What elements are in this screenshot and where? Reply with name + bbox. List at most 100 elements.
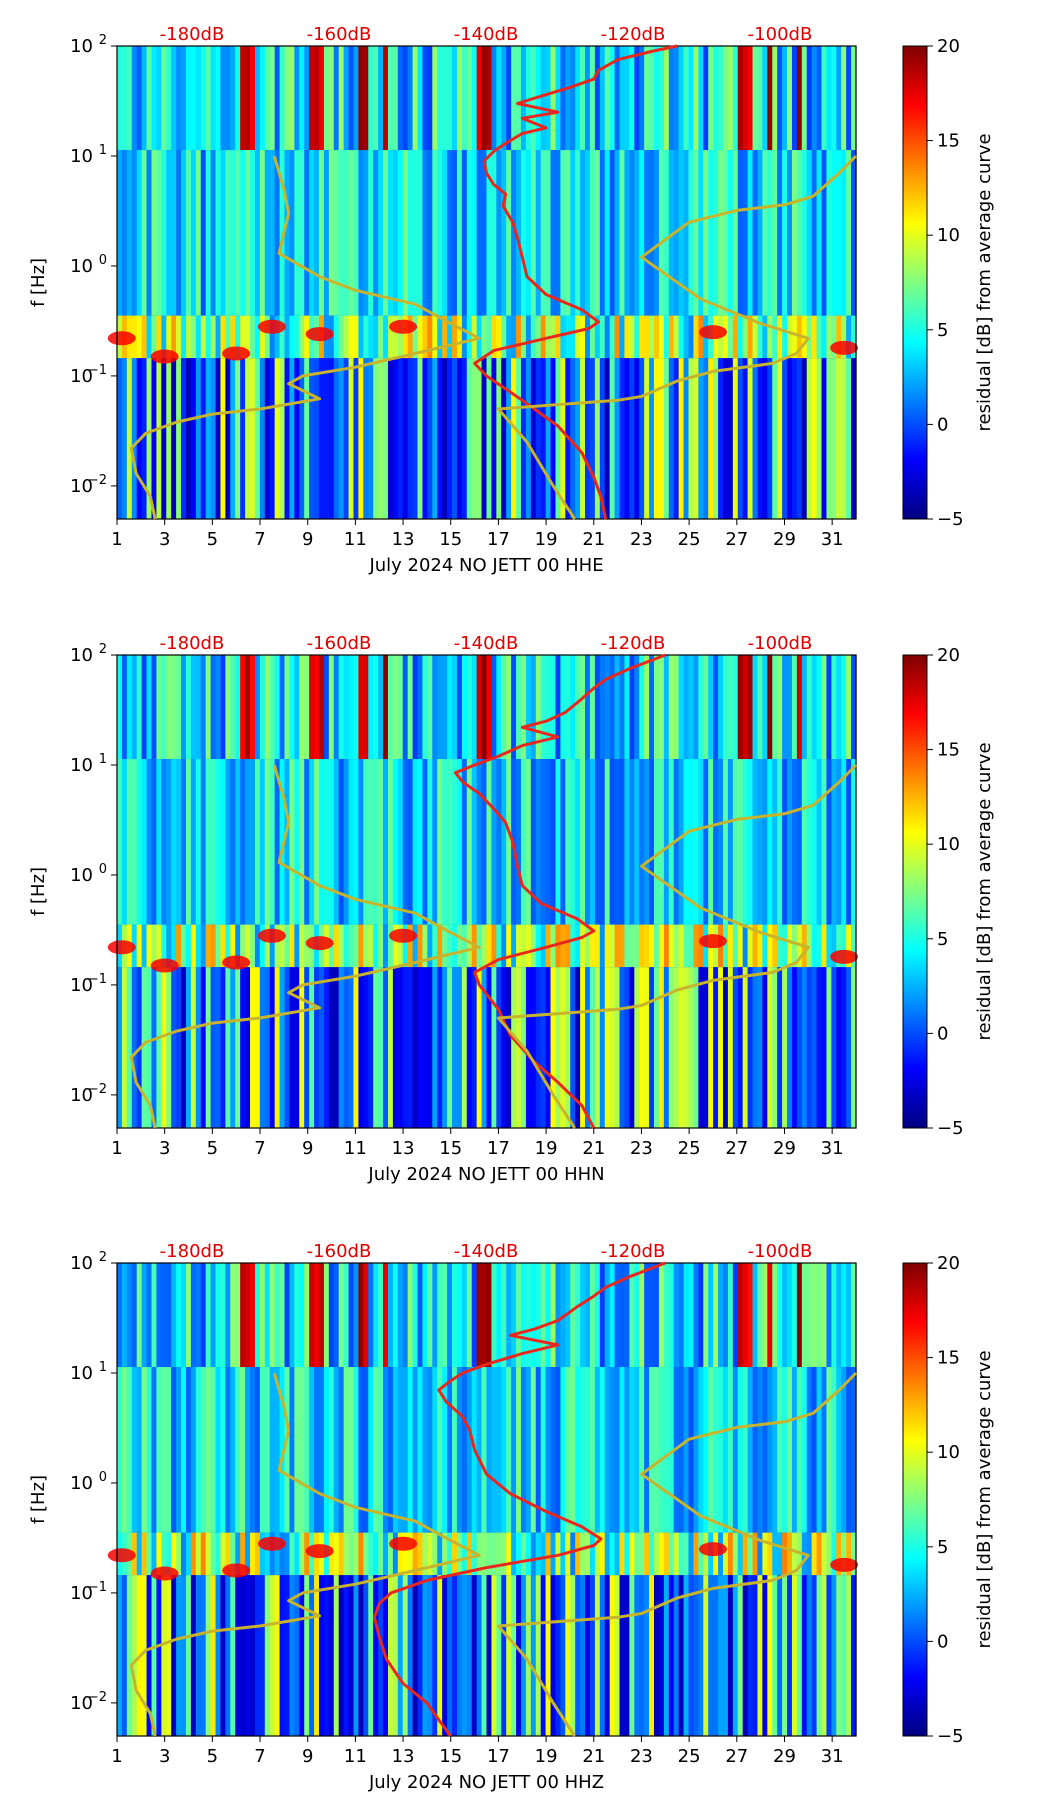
x-tick-label: 1 <box>111 1746 122 1767</box>
y-tick-exponent: −1 <box>88 972 107 987</box>
y-tick-label: 10 <box>70 476 93 497</box>
y-tick-label: 10 <box>70 1693 93 1714</box>
y-tick-base: 10 <box>70 1693 93 1714</box>
y-tick-exponent: 1 <box>99 143 107 158</box>
colorbar <box>902 45 928 520</box>
y-tick-exponent: 1 <box>99 1360 107 1375</box>
y-tick-base: 10 <box>70 256 93 277</box>
colorbar-tick-label: 10 <box>937 834 960 855</box>
colorbar-label: residual [dB] from average curve <box>974 742 995 1040</box>
x-tick-label: 1 <box>111 1138 122 1159</box>
y-tick-exponent: 2 <box>99 33 107 48</box>
x-tick-label: 5 <box>207 1138 218 1159</box>
noise-model-line <box>129 764 481 1129</box>
storm-blob <box>830 949 859 964</box>
colorbar-tick-label: 15 <box>937 131 960 152</box>
colorbar <box>902 654 928 1129</box>
x-tick-label: 7 <box>254 1746 265 1767</box>
y-tick-exponent: 1 <box>99 752 107 767</box>
colorbar-tick-label: 0 <box>937 1631 948 1652</box>
y-tick-base: 10 <box>70 1085 93 1106</box>
db-label: -100dB <box>748 1241 813 1262</box>
noise-model-line <box>496 763 858 1129</box>
x-tick-label: 29 <box>773 1746 796 1767</box>
x-tick-label: 17 <box>487 529 510 550</box>
noise-model-line <box>129 155 481 520</box>
y-tick-label: 10 <box>70 755 93 776</box>
y-tick-exponent: 0 <box>99 253 107 268</box>
x-tick-label: 23 <box>630 1138 653 1159</box>
db-label: -180dB <box>160 1241 225 1262</box>
x-tick-label: 29 <box>773 529 796 550</box>
x-tick-label: 5 <box>207 1746 218 1767</box>
db-label: -180dB <box>160 633 225 654</box>
y-tick-label: 10 <box>70 1253 93 1274</box>
db-label: -120dB <box>601 633 666 654</box>
storm-blob <box>830 1557 859 1572</box>
y-tick-exponent: 2 <box>99 1250 107 1265</box>
y-tick-base: 10 <box>70 36 93 57</box>
x-axis-label: July 2024 NO JETT 00 HHZ <box>368 1772 604 1793</box>
heatmap-cells <box>117 655 857 1128</box>
colorbar-tick-label: −5 <box>937 509 964 530</box>
y-tick-base: 10 <box>70 755 93 776</box>
storm-blob <box>150 349 179 364</box>
y-tick-exponent: −2 <box>88 473 107 488</box>
db-label: -140dB <box>454 24 519 45</box>
db-label: -100dB <box>748 24 813 45</box>
storm-blob <box>698 934 727 949</box>
x-tick-label: 15 <box>439 1746 462 1767</box>
storm-blob <box>389 1536 418 1551</box>
x-tick-label: 19 <box>535 1138 558 1159</box>
x-tick-label: 21 <box>582 1138 605 1159</box>
x-tick-label: 1 <box>111 529 122 550</box>
y-tick-exponent: −1 <box>88 363 107 378</box>
storm-blob <box>107 940 136 955</box>
x-tick-label: 13 <box>392 1746 415 1767</box>
storm-blob <box>257 319 286 334</box>
y-tick-label: 10 <box>70 1085 93 1106</box>
storm-blob <box>150 1566 179 1581</box>
storm-blob <box>389 928 418 943</box>
y-tick-base: 10 <box>70 1363 93 1384</box>
x-tick-label: 27 <box>725 1746 748 1767</box>
y-tick-base: 10 <box>70 645 93 666</box>
x-tick-label: 3 <box>159 529 170 550</box>
x-tick-label: 25 <box>678 529 701 550</box>
average-curve <box>473 44 678 520</box>
colorbar-tick-label: 5 <box>937 320 948 341</box>
colorbar <box>902 1262 928 1737</box>
x-tick-label: 11 <box>344 529 367 550</box>
storm-blob <box>222 955 251 970</box>
plot-frame <box>116 654 857 1129</box>
y-tick-exponent: 0 <box>99 1470 107 1485</box>
noise-model-line <box>496 1371 858 1737</box>
db-label: -120dB <box>601 1241 666 1262</box>
y-tick-base: 10 <box>70 366 93 387</box>
storm-blob <box>389 319 418 334</box>
x-tick-label: 7 <box>254 1138 265 1159</box>
db-label: -100dB <box>748 633 813 654</box>
y-tick-label: 10 <box>70 146 93 167</box>
y-tick-exponent: 2 <box>99 642 107 657</box>
storm-blob <box>257 928 286 943</box>
x-tick-label: 3 <box>159 1138 170 1159</box>
plot-frame <box>116 1262 857 1737</box>
colorbar-tick-label: 0 <box>937 1023 948 1044</box>
db-label: -160dB <box>307 24 372 45</box>
heatmap-cells <box>117 1263 857 1736</box>
x-tick-label: 15 <box>439 1138 462 1159</box>
average-curve <box>373 1261 666 1737</box>
y-tick-label: 10 <box>70 645 93 666</box>
average-curve <box>454 653 666 1129</box>
x-tick-label: 13 <box>392 529 415 550</box>
plot-frame <box>116 45 857 520</box>
x-tick-label: 21 <box>582 529 605 550</box>
y-tick-exponent: −1 <box>88 1580 107 1595</box>
storm-blob <box>150 958 179 973</box>
colorbar-tick-label: 15 <box>937 1348 960 1369</box>
x-tick-label: 9 <box>302 1138 313 1159</box>
x-tick-label: 15 <box>439 529 462 550</box>
